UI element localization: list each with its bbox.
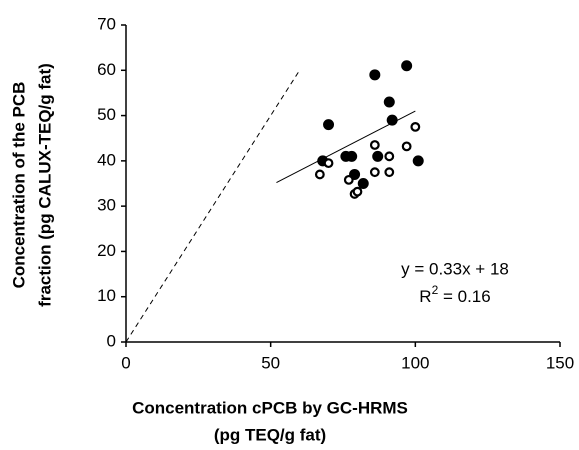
point <box>401 141 412 152</box>
r-value: = 0.16 <box>438 287 490 306</box>
x-axis-title: Concentration cPCB by GC-HRMS <box>132 398 408 417</box>
x-tick-label: 50 <box>261 353 280 372</box>
point <box>412 155 424 167</box>
x-axis-title: (pg TEQ/g fat) <box>214 425 326 444</box>
point <box>386 114 398 126</box>
point <box>323 119 335 131</box>
r-squared: R2 = 0.16 <box>419 283 490 306</box>
equation: y = 0.33x + 18 <box>401 259 509 278</box>
point <box>343 174 354 185</box>
point <box>372 150 384 162</box>
point <box>369 69 381 81</box>
y-tick-label: 0 <box>107 331 116 350</box>
point <box>369 167 380 178</box>
reference-line <box>125 70 301 343</box>
y-tick-label: 60 <box>97 60 116 79</box>
point <box>314 169 325 180</box>
r-label: R <box>419 287 431 306</box>
x-tick-label: 150 <box>546 353 574 372</box>
r-exponent: 2 <box>432 283 439 297</box>
y-axis-title: Concentration of the PCB <box>9 82 28 289</box>
y-tick-label: 20 <box>97 241 116 260</box>
y-axis-title: fraction (pg CALUX-TEQ/g fat) <box>35 63 54 307</box>
point <box>352 186 363 197</box>
point <box>369 140 380 150</box>
point <box>323 158 334 169</box>
x-tick-label: 100 <box>401 353 429 372</box>
y-tick-label: 30 <box>97 196 116 215</box>
y-tick-label: 70 <box>97 14 116 33</box>
point <box>383 96 395 108</box>
x-tick-label: 0 <box>121 353 130 372</box>
point <box>384 167 395 178</box>
point <box>410 121 421 132</box>
point <box>401 60 413 72</box>
y-tick-label: 10 <box>97 286 116 305</box>
point <box>346 150 358 162</box>
point <box>357 178 369 189</box>
point <box>384 151 395 162</box>
y-tick-label: 40 <box>97 150 116 169</box>
y-tick-label: 50 <box>97 105 116 124</box>
